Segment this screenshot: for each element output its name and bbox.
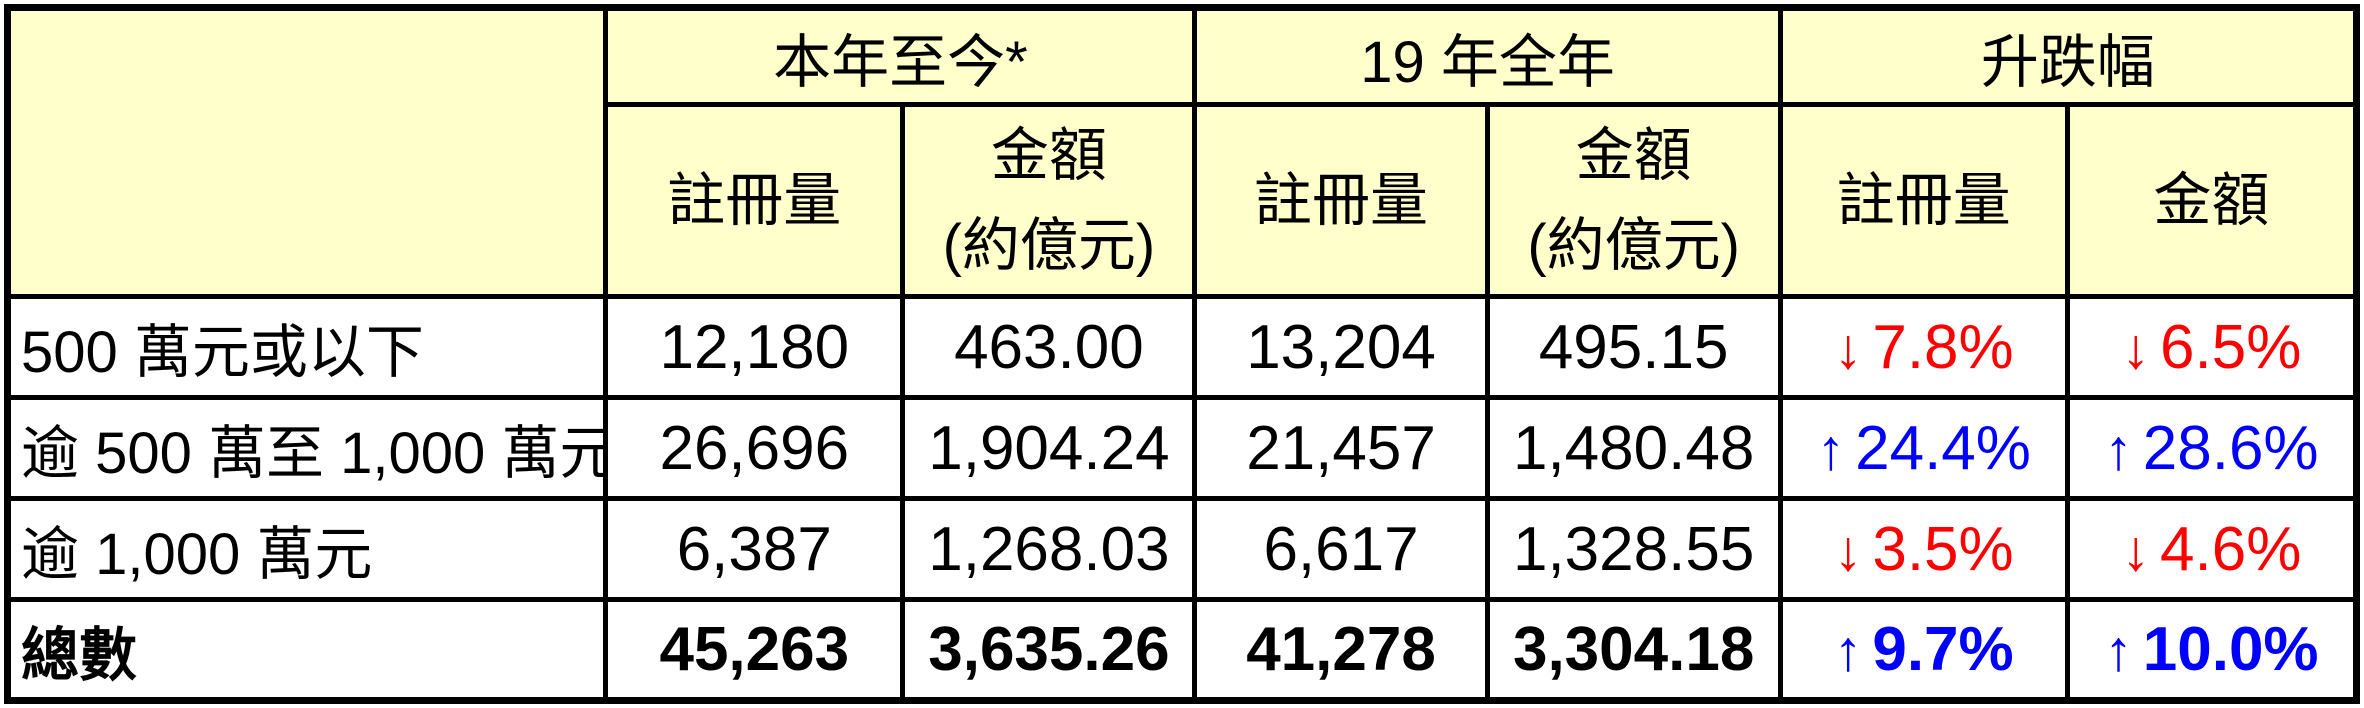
change-value: 9.7%	[1872, 615, 2014, 684]
subheader-line: (約億元)	[942, 212, 1156, 278]
subheader-line: 註冊量	[1254, 167, 1429, 233]
up-arrow-icon: ↑	[2104, 619, 2133, 683]
ytd-amount-cell: 3,635.26	[900, 597, 1198, 703]
y2019-registrations-cell: 41,278	[1192, 597, 1490, 703]
group-header-change: 升跌幅	[1777, 5, 2360, 107]
change-amount-cell: ↓ 4.6%	[2064, 496, 2360, 602]
down-arrow-icon: ↓	[1833, 518, 1863, 583]
subheader-line: 金額	[1575, 122, 1692, 188]
corner-empty-cell	[4, 5, 609, 299]
table-row-total: 總數 45,263 3,635.26 41,278 3,304.18 ↑ 9.7%…	[4, 597, 2360, 703]
y2019-amount-cell: 495.15	[1484, 294, 1783, 400]
down-arrow-icon: ↓	[2121, 316, 2150, 381]
group-header-ytd: 本年至今*	[603, 5, 1198, 107]
y2019-amount-cell: 3,304.18	[1484, 597, 1783, 703]
change-value: 10.0%	[2142, 615, 2319, 684]
table-row: 500 萬元或以下 12,180 463.00 13,204 495.15 ↓ 7…	[4, 294, 2360, 400]
subheader-ytd-registrations: 註冊量	[603, 102, 906, 299]
change-value: 4.6%	[2160, 514, 2302, 584]
row-label: 500 萬元或以下	[4, 294, 609, 400]
subheader-ytd-amount: 金額 (約億元)	[900, 102, 1198, 299]
subheader-change-registrations: 註冊量	[1777, 102, 2070, 299]
change-registrations-cell: ↓ 7.8%	[1777, 294, 2070, 400]
y2019-registrations-cell: 21,457	[1192, 395, 1490, 501]
down-arrow-icon: ↓	[1833, 316, 1863, 381]
sub-header-row: 註冊量 金額 (約億元) 註冊量 金額 (約億元) 註冊量	[8, 102, 2360, 299]
table-row: 逾 500 萬至 1,000 萬元 26,696 1,904.24 21,457…	[4, 395, 2360, 501]
ytd-registrations-cell: 6,387	[603, 496, 906, 602]
up-arrow-icon: ↑	[1833, 619, 1863, 683]
subheader-change-amount: 金額	[2064, 102, 2360, 299]
up-arrow-icon: ↑	[1816, 417, 1846, 482]
change-amount-cell: ↑ 10.0%	[2064, 597, 2360, 703]
row-label: 總數	[4, 597, 609, 703]
ytd-registrations-cell: 26,696	[603, 395, 906, 501]
row-label: 逾 500 萬至 1,000 萬元	[4, 395, 609, 501]
row-label: 逾 1,000 萬元	[4, 496, 609, 602]
ytd-registrations-cell: 45,263	[603, 597, 906, 703]
subheader-2019-amount: 金額 (約億元)	[1484, 102, 1783, 299]
y2019-amount-cell: 1,328.55	[1484, 496, 1783, 602]
subheader-line: 註冊量	[667, 167, 842, 233]
subheader-2019-registrations: 註冊量	[1192, 102, 1490, 299]
table-row: 逾 1,000 萬元 6,387 1,268.03 6,617 1,328.55…	[4, 496, 2360, 602]
change-value: 7.8%	[1872, 312, 2014, 382]
ytd-amount-cell: 463.00	[900, 294, 1198, 400]
change-value: 24.4%	[1855, 413, 2031, 483]
change-value: 28.6%	[2142, 413, 2319, 483]
change-registrations-cell: ↑ 24.4%	[1777, 395, 2070, 501]
group-header-2019-full-year: 19 年全年	[1192, 5, 1783, 107]
y2019-amount-cell: 1,480.48	[1484, 395, 1783, 501]
ytd-amount-cell: 1,268.03	[900, 496, 1198, 602]
change-value: 3.5%	[1872, 514, 2014, 584]
change-registrations-cell: ↓ 3.5%	[1777, 496, 2070, 602]
up-arrow-icon: ↑	[2104, 417, 2133, 482]
y2019-registrations-cell: 6,617	[1192, 496, 1490, 602]
change-amount-cell: ↑ 28.6%	[2064, 395, 2360, 501]
property-registrations-table: 本年至今* 19 年全年 升跌幅 註冊量 金額 (約億元) 註冊量 金	[4, 4, 2360, 704]
change-registrations-cell: ↑ 9.7%	[1777, 597, 2070, 703]
down-arrow-icon: ↓	[2121, 518, 2150, 583]
subheader-line: 註冊量	[1836, 167, 2011, 233]
group-header-row: 本年至今* 19 年全年 升跌幅	[4, 5, 2360, 299]
subheader-line: 金額	[2153, 167, 2270, 233]
ytd-amount-cell: 1,904.24	[900, 395, 1198, 501]
subheader-line: 金額	[990, 122, 1107, 188]
change-value: 6.5%	[2160, 312, 2302, 382]
ytd-registrations-cell: 12,180	[603, 294, 906, 400]
subheader-line: (約億元)	[1527, 212, 1740, 278]
change-amount-cell: ↓ 6.5%	[2064, 294, 2360, 400]
y2019-registrations-cell: 13,204	[1192, 294, 1490, 400]
